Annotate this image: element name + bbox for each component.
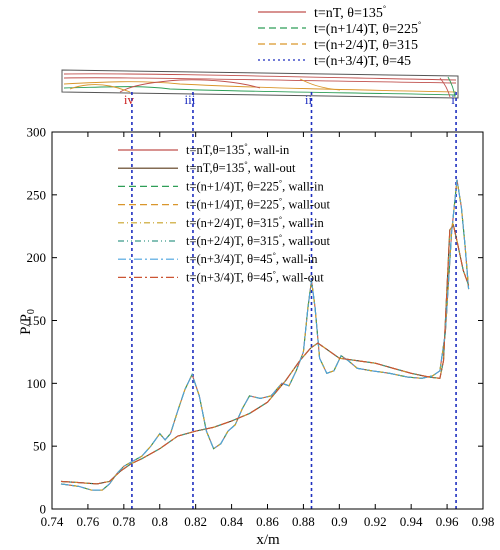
series-group	[60, 179, 470, 491]
top-legend-label-main: t=nT, θ=135	[314, 6, 383, 21]
legend-label-main: t=(n+2/4)T, θ=315	[186, 216, 279, 230]
legend-label-degree: °	[279, 197, 282, 206]
y-axis-label-sub: 0	[26, 309, 37, 314]
legend-label-suffix: , wall-in	[276, 252, 318, 266]
legend-label-degree: °	[244, 142, 247, 151]
x-tick-label: 0.82	[184, 514, 207, 529]
nozzle-contour-plot	[61, 69, 459, 99]
legend-label-degree: °	[279, 233, 282, 242]
legend-label: t=(n+1/4)T, θ=225°, wall-out	[186, 197, 331, 212]
legend-label-suffix: , wall-out	[282, 198, 330, 212]
legend-label-main: t=nT,θ=135	[186, 143, 244, 157]
top-legend-label-degree: °	[418, 20, 421, 29]
contour-line	[439, 77, 451, 98]
section-label: ii	[305, 92, 313, 107]
legend-label-degree: °	[279, 178, 282, 187]
y-ticks: 0 50 100 150 200 250 300	[27, 125, 483, 517]
legend-label-main: t=(n+1/4)T, θ=225	[186, 179, 279, 193]
top-legend-label-degree: °	[383, 4, 386, 13]
legend-label: t=nT,θ=135°, wall-in	[186, 142, 290, 157]
y-tick-label: 150	[27, 313, 47, 328]
legend-label: t=(n+3/4)T, θ=45°, wall-in	[186, 251, 318, 266]
section-markers: iv iii ii i	[124, 92, 457, 509]
legend-label-main: t=nT,θ=135	[186, 161, 244, 175]
legend-label-main: t=(n+3/4)T, θ=45	[186, 252, 273, 266]
legend-label-main: t=(n+2/4)T, θ=315	[186, 234, 279, 248]
legend-label-suffix: , wall-in	[282, 216, 324, 230]
top-legend-label-main: t=(n+1/4)T, θ=225	[314, 22, 418, 37]
legend-label: t=(n+2/4)T, θ=315°, wall-out	[186, 233, 331, 248]
top-legend-label: t=nT, θ=135°	[314, 4, 386, 21]
y-tick-label: 0	[40, 502, 47, 517]
section-label: i	[451, 92, 455, 107]
x-tick-label: 0.96	[436, 514, 459, 529]
legend-label-suffix: , wall-out	[282, 234, 330, 248]
legend-label-degree: °	[273, 269, 276, 278]
svg-text:P/P0: P/P0	[18, 309, 37, 335]
legend-label-main: t=(n+1/4)T, θ=225	[186, 198, 279, 212]
legend-label-suffix: , wall-out	[276, 270, 324, 284]
x-tick-label: 0.74	[41, 514, 64, 529]
legend-label-degree: °	[279, 215, 282, 224]
legend-label: t=(n+3/4)T, θ=45°, wall-out	[186, 269, 324, 284]
contour-line	[119, 79, 261, 93]
contour-line	[63, 73, 457, 81]
x-tick-label: 0.76	[77, 514, 100, 529]
top-legend-label: t=(n+2/4)T, θ=315	[314, 38, 418, 53]
contour-line	[299, 78, 341, 91]
x-axis-label: x/m	[256, 532, 280, 548]
nozzle-outline	[61, 69, 459, 99]
top-legend-label-main: t=(n+3/4)T, θ=45	[314, 54, 411, 69]
legend-label-suffix: , wall-in	[282, 179, 324, 193]
legend-label: t=nT,θ=135°, wall-out	[186, 160, 296, 175]
x-tick-label: 0.84	[220, 514, 243, 529]
contour-lines	[63, 73, 457, 98]
y-axis-label: P/P0	[18, 309, 37, 335]
series-line	[60, 223, 470, 485]
legend-label-suffix: , wall-in	[248, 143, 290, 157]
top-legend: t=nT, θ=135°t=(n+1/4)T, θ=225°t=(n+2/4)T…	[258, 4, 421, 69]
x-tick-label: 0.92	[364, 514, 387, 529]
contour-line	[447, 76, 456, 98]
legend-label-degree: °	[273, 251, 276, 260]
series-line	[60, 179, 470, 491]
plot-legend: t=nT,θ=135°, wall-int=nT,θ=135°, wall-ou…	[118, 142, 331, 284]
legend-label-suffix: , wall-out	[248, 161, 296, 175]
section-label: iii	[185, 92, 196, 107]
y-tick-label: 100	[27, 376, 47, 391]
legend-label: t=(n+2/4)T, θ=315°, wall-in	[186, 215, 324, 230]
top-legend-label: t=(n+3/4)T, θ=45	[314, 54, 411, 69]
x-tick-label: 0.88	[292, 514, 315, 529]
x-tick-label: 0.8	[152, 514, 168, 529]
x-tick-label: 0.94	[400, 514, 423, 529]
y-tick-label: 300	[27, 125, 47, 140]
y-tick-label: 250	[27, 187, 47, 202]
section-label: iv	[124, 92, 135, 107]
y-tick-label: 200	[27, 250, 47, 265]
top-legend-label: t=(n+1/4)T, θ=225°	[314, 20, 421, 37]
contour-line	[69, 84, 131, 93]
top-legend-label-main: t=(n+2/4)T, θ=315	[314, 38, 418, 53]
y-tick-label: 50	[33, 439, 46, 454]
y-axis-label-main: P/P	[18, 314, 34, 335]
x-tick-label: 0.98	[472, 514, 495, 529]
legend-label-main: t=(n+3/4)T, θ=45	[186, 270, 273, 284]
contour-line	[63, 77, 457, 84]
x-tick-label: 0.9	[331, 514, 347, 529]
legend-label: t=(n+1/4)T, θ=225°, wall-in	[186, 178, 324, 193]
x-tick-label: 0.78	[112, 514, 135, 529]
contour-line	[63, 81, 457, 93]
x-tick-label: 0.86	[256, 514, 279, 529]
legend-label-degree: °	[244, 160, 247, 169]
x-ticks: 0.74 0.76 0.78 0.8 0.82 0.84 0.86 0.88 0.9 0.92 0.…	[41, 132, 495, 529]
